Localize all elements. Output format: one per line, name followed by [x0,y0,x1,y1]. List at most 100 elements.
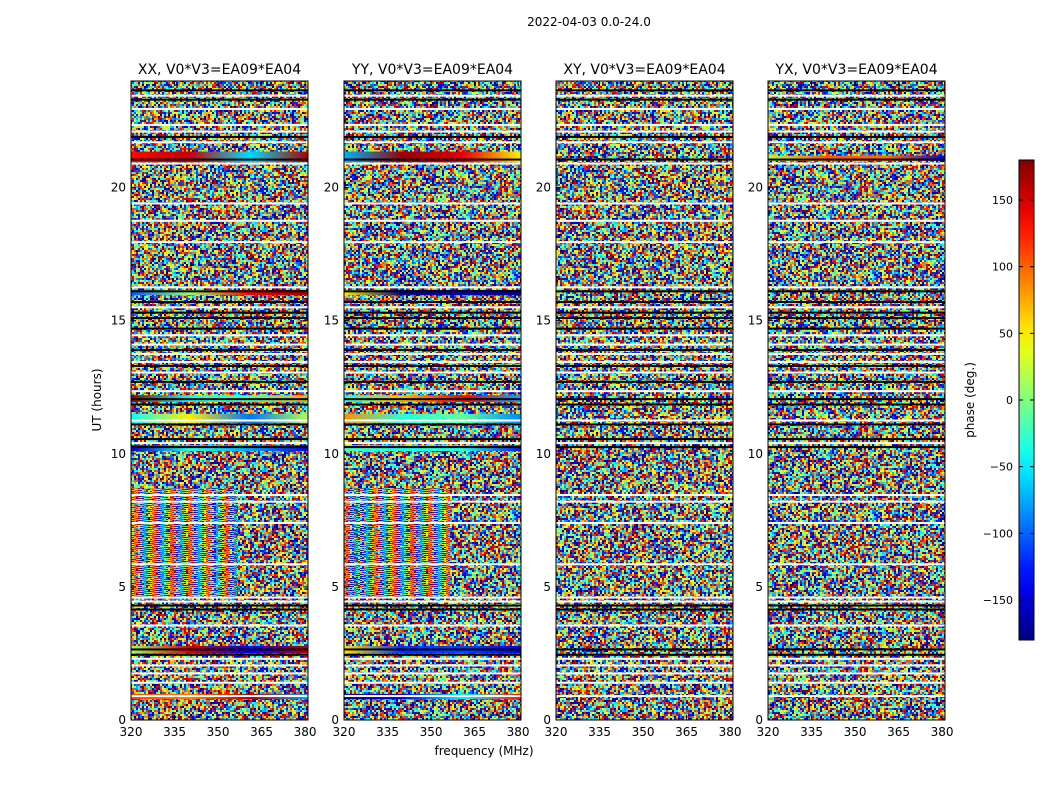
x-tick-label: 350 [420,725,443,739]
flagged-dark-row [556,403,733,406]
flagged-dark-row [344,648,521,651]
y-tick-label: 10 [111,447,126,461]
flagged-gap-row [344,596,521,599]
flagged-gap-row [768,241,945,244]
flagged-gap-row [131,521,308,524]
flagged-dark-row [556,98,733,101]
x-tick-label: 320 [333,725,356,739]
colorbar-tick-label: 0 [1006,394,1013,407]
flagged-gap-row [768,343,945,346]
flagged-gap-row [768,360,945,363]
flagged-gap-row [556,306,733,309]
coherent-band [131,445,308,452]
flagged-gap-row [556,600,733,603]
flagged-gap-row [131,343,308,346]
flagged-dark-row [556,348,733,351]
coherent-band [344,290,521,296]
y-tick-label: 15 [324,314,339,328]
flagged-dark-row [344,446,521,449]
flagged-dark-row [768,135,945,138]
flagged-gap-row [556,390,733,393]
flagged-gap-row [556,107,733,110]
flagged-dark-row [344,98,521,101]
flagged-gap-row [344,107,521,110]
flagged-dark-row [768,380,945,383]
colorbar-tick-label: −100 [983,527,1013,540]
coherent-band [131,290,308,296]
panel-title: YX, V0*V3=EA09*EA04 [774,62,937,78]
flagged-gap-row [131,672,308,675]
y-tick-label: 5 [755,580,763,594]
flagged-dark-row [556,398,733,401]
flagged-gap-row [131,563,308,566]
flagged-gap-row [556,371,733,374]
flagged-gap-row [131,241,308,244]
flagged-gap-row [131,695,308,698]
y-tick-label: 10 [324,447,339,461]
y-tick-label: 15 [536,314,551,328]
flagged-gap-row [131,219,308,222]
y-axis-label: UT (hours) [90,368,104,431]
flagged-gap-row [344,202,521,205]
flagged-gap-row [344,371,521,374]
flagged-gap-row [768,442,945,445]
flagged-gap-row [556,123,733,126]
flagged-gap-row [344,123,521,126]
panel-1: XX, V0*V3=EA09*EA04 320 335 350 365 380 0 5 10 15… [111,62,317,739]
y-tick-label: 10 [748,447,763,461]
flagged-dark-row [131,608,308,611]
flagged-gap-row [556,334,733,337]
y-tick-label: 20 [748,181,763,195]
flagged-gap-row [131,334,308,337]
x-tick-label: 365 [463,725,486,739]
flagged-dark-row [556,290,733,293]
panel-3: XY, V0*V3=EA09*EA04 320 335 350 365 380 0 5 10 15… [536,62,742,739]
y-tick-label: 0 [331,713,339,727]
flagged-gap-row [344,494,521,497]
flagged-dark-row [768,364,945,367]
flagged-dark-row [556,380,733,383]
flagged-dark-row [344,158,521,161]
x-tick-label: 350 [632,725,655,739]
flagged-dark-row [131,364,308,367]
flagged-dark-row [131,604,308,607]
y-tick-label: 0 [118,713,126,727]
flagged-dark-row [131,653,308,656]
flagged-gap-row [131,286,308,289]
flagged-gap-row [768,141,945,144]
flagged-dark-row [344,438,521,441]
flagged-gap-row [768,500,945,503]
x-tick-label: 350 [844,725,867,739]
flagged-gap-row [344,390,521,393]
y-tick-label: 5 [118,580,126,594]
flagged-gap-row [344,672,521,675]
flagged-gap-row [344,563,521,566]
flagged-gap-row [131,162,308,165]
flagged-gap-row [768,202,945,205]
flagged-gap-row [344,664,521,667]
flagged-dark-row [344,604,521,607]
flagged-dark-row [556,648,733,651]
flagged-gap-row [131,419,308,422]
flagged-gap-row [556,94,733,97]
flagged-dark-row [344,653,521,656]
y-tick-label: 20 [536,181,551,195]
flagged-dark-row [344,423,521,426]
panel-2: YY, V0*V3=EA09*EA04 320 335 350 365 380 0 5 10 15… [324,62,530,739]
flagged-dark-row [768,311,945,314]
flagged-gap-row [556,695,733,698]
flagged-dark-row [344,311,521,314]
x-tick-label: 335 [588,725,611,739]
flagged-gap-row [344,130,521,133]
flagged-gap-row [556,202,733,205]
flagged-dark-row [556,446,733,449]
flagged-dark-row [768,158,945,161]
flagged-dark-row [768,604,945,607]
flagged-gap-row [131,94,308,97]
flagged-dark-row [768,446,945,449]
flagged-dark-row [556,158,733,161]
flagged-gap-row [556,343,733,346]
flagged-dark-row [131,327,308,330]
flagged-gap-row [344,695,521,698]
flagged-dark-row [344,135,521,138]
